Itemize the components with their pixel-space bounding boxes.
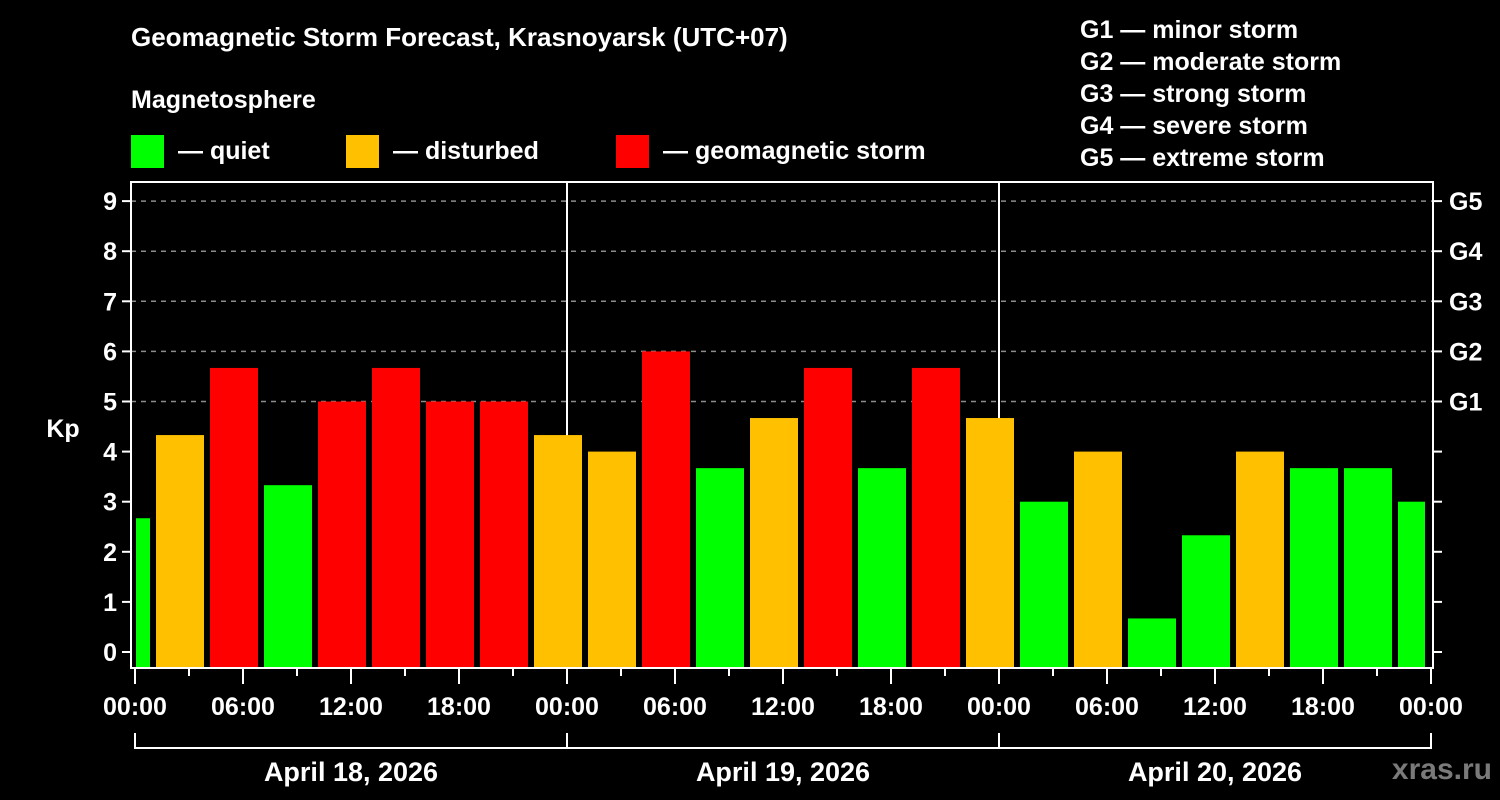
kp-bar — [426, 401, 474, 667]
storm-scale-legend: G1 — minor storm G2 — moderate storm G3 … — [1080, 14, 1341, 174]
storm-scale-g4: G4 — severe storm — [1080, 112, 1308, 140]
disturbed-swatch-icon — [346, 134, 379, 168]
day-label: April 19, 2026 — [696, 757, 870, 787]
kp-bar — [210, 367, 258, 667]
x-tick-label: 12:00 — [319, 693, 383, 721]
x-tick-label: 12:00 — [1183, 693, 1247, 721]
kp-bar — [136, 518, 150, 667]
x-tick-label: 06:00 — [1075, 693, 1139, 721]
x-tick-label: 06:00 — [643, 693, 707, 721]
legend-quiet-label: — quiet — [178, 136, 270, 165]
legend-disturbed-label: — disturbed — [393, 136, 539, 165]
x-tick-label: 00:00 — [1399, 693, 1463, 721]
kp-bar — [804, 367, 852, 667]
kp-bar — [1236, 451, 1284, 667]
kp-bar — [372, 367, 420, 667]
legend-quiet: — quiet — [131, 134, 270, 168]
kp-bar — [1128, 618, 1176, 667]
legend-disturbed: — disturbed — [346, 134, 539, 168]
kp-bar — [1182, 535, 1230, 667]
y-tick-label: 2 — [103, 539, 117, 567]
x-tick-label: 06:00 — [211, 693, 275, 721]
x-tick-label: 18:00 — [427, 693, 491, 721]
quiet-swatch-icon — [131, 134, 164, 168]
g-scale-label: G2 — [1449, 338, 1482, 366]
kp-bar — [156, 435, 204, 667]
kp-bar — [264, 485, 312, 667]
g-scale-label: G5 — [1449, 188, 1482, 216]
g-scale-label: G4 — [1449, 238, 1482, 266]
legend-storm: — geomagnetic storm — [616, 134, 926, 168]
x-tick-label: 00:00 — [103, 693, 167, 721]
kp-bar — [1020, 501, 1068, 667]
y-tick-label: 5 — [103, 389, 117, 417]
storm-scale-g5: G5 — extreme storm — [1080, 144, 1325, 172]
kp-bar — [318, 401, 366, 667]
storm-swatch-icon — [616, 134, 649, 168]
kp-bar — [750, 418, 798, 667]
watermark: xras.ru — [1391, 753, 1492, 786]
kp-bar — [696, 468, 744, 667]
chart-title: Geomagnetic Storm Forecast, Krasnoyarsk … — [131, 22, 788, 52]
x-tick-label: 00:00 — [535, 693, 599, 721]
kp-bar — [534, 435, 582, 667]
kp-bar — [912, 367, 960, 667]
storm-scale-g2: G2 — moderate storm — [1080, 48, 1342, 76]
x-tick-label: 18:00 — [859, 693, 923, 721]
storm-scale-g3: G3 — strong storm — [1080, 80, 1307, 108]
y-tick-label: 7 — [103, 288, 117, 316]
kp-bar — [858, 468, 906, 667]
y-tick-label: 8 — [103, 238, 117, 266]
day-label: April 18, 2026 — [264, 757, 438, 787]
legend-storm-label: — geomagnetic storm — [663, 136, 926, 165]
kp-bar — [966, 418, 1014, 667]
y-tick-label: 3 — [103, 489, 117, 517]
kp-bar — [1344, 468, 1392, 667]
day-label: April 20, 2026 — [1128, 757, 1302, 787]
legend-heading: Magnetosphere — [131, 86, 316, 114]
x-tick-label: 12:00 — [751, 693, 815, 721]
x-tick-label: 00:00 — [967, 693, 1031, 721]
kp-bar — [1398, 501, 1425, 667]
y-tick-label: 6 — [103, 338, 117, 366]
y-tick-label: 9 — [103, 188, 117, 216]
y-tick-label: 0 — [103, 639, 117, 667]
g-scale-label: G3 — [1449, 288, 1482, 316]
g-scale-label: G1 — [1449, 389, 1482, 417]
y-tick-label: 4 — [103, 439, 117, 467]
kp-bar — [642, 351, 690, 667]
storm-scale-g1: G1 — minor storm — [1080, 16, 1299, 44]
kp-bar — [588, 451, 636, 667]
kp-bar — [1074, 451, 1122, 667]
kp-bar — [480, 401, 528, 667]
kp-bar — [1290, 468, 1338, 667]
y-tick-label: 1 — [103, 589, 117, 617]
x-tick-label: 18:00 — [1291, 693, 1355, 721]
y-axis-label: Kp — [46, 415, 79, 443]
